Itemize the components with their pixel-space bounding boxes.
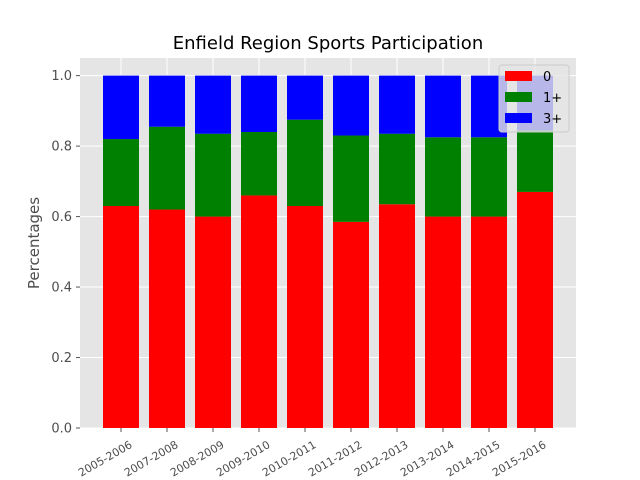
bar-segment-1-plus [425, 137, 461, 217]
y-tick-label: 0.2 [51, 351, 72, 366]
y-tick-label: 0.0 [51, 422, 72, 437]
bar-segment-3-plus [425, 75, 461, 138]
bars [103, 75, 553, 428]
bar-segment-3-plus [379, 75, 415, 134]
bar-segment-zero [471, 216, 507, 428]
y-axis-ticks: 0.0 0.2 0.4 0.6 0.8 1.0 [51, 69, 80, 437]
bar-segment-1-plus [517, 130, 553, 192]
bar-segment-1-plus [195, 133, 231, 217]
bar-segment-3-plus [149, 75, 185, 127]
legend-label: 3+ [543, 112, 562, 127]
legend-swatch [505, 113, 532, 123]
y-tick-label: 0.4 [51, 281, 72, 296]
legend-label: 1+ [543, 91, 562, 106]
bar-segment-1-plus [471, 137, 507, 217]
bar-segment-1-plus [287, 119, 323, 206]
y-tick-label: 0.8 [51, 140, 72, 155]
bar-segment-3-plus [333, 75, 369, 136]
bar-segment-zero [287, 206, 323, 428]
chart-title: Enfield Region Sports Participation [173, 33, 483, 54]
bar-segment-3-plus [241, 75, 277, 132]
bar-segment-1-plus [333, 135, 369, 222]
bar-segment-1-plus [241, 132, 277, 196]
legend: 0 1+ 3+ [498, 64, 570, 133]
y-tick-label: 1.0 [51, 69, 72, 84]
bar-segment-3-plus [103, 75, 139, 140]
bar-segment-zero [149, 209, 185, 428]
legend-label: 0 [543, 70, 551, 85]
bar-segment-zero [517, 191, 553, 428]
bar-segment-zero [241, 195, 277, 428]
bar-segment-3-plus [195, 75, 231, 134]
legend-swatch [505, 71, 532, 81]
legend-swatch [505, 92, 532, 102]
bar-segment-zero [333, 221, 369, 428]
bar-segment-zero [379, 204, 415, 428]
bar-segment-1-plus [103, 139, 139, 206]
bar-segment-1-plus [379, 133, 415, 205]
bar-segment-3-plus [287, 75, 323, 120]
bar-segment-zero [103, 206, 139, 428]
bar-segment-zero [425, 216, 461, 428]
bar-segment-zero [195, 216, 231, 428]
y-axis-label: Percentages [25, 197, 43, 289]
y-tick-label: 0.6 [51, 210, 72, 225]
bar-segment-1-plus [149, 126, 185, 210]
